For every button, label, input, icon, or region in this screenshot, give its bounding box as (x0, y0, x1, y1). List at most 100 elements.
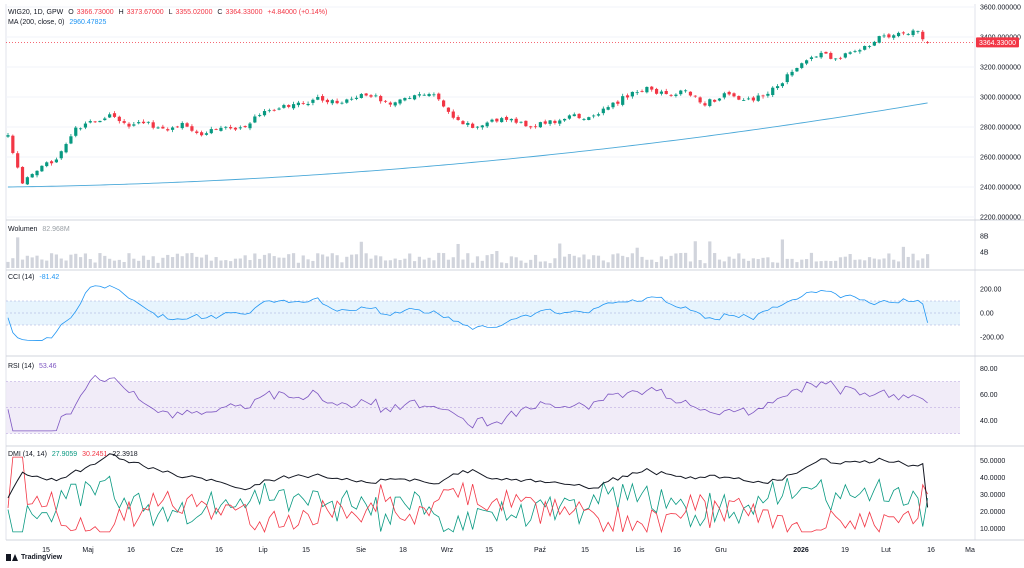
candle (814, 56, 818, 58)
volume-bar (529, 259, 533, 268)
candle-body (49, 161, 54, 164)
candle (916, 30, 920, 34)
volume-bar (6, 261, 10, 268)
volume-bar (25, 255, 29, 268)
candle (219, 125, 223, 132)
volume-bar (88, 258, 92, 268)
volume-bar (282, 257, 286, 268)
volume-bar (490, 254, 494, 268)
ma-label[interactable]: MA (200, close, 0) (8, 19, 65, 26)
tradingview-logo[interactable]: TradingView (6, 554, 62, 561)
candle (504, 115, 509, 123)
candle (282, 103, 286, 109)
candle-body (872, 41, 876, 46)
candle-body (432, 94, 436, 96)
volume-bar (558, 243, 562, 268)
candle-body (379, 96, 383, 102)
candle (330, 98, 334, 106)
candle (553, 119, 557, 125)
candle-body (316, 97, 320, 100)
candle-body (54, 159, 58, 163)
cci-legend: CCI (14) -81.42 (8, 273, 62, 282)
candle (204, 131, 209, 136)
dmi-axis-tick-label: 30.0000 (980, 492, 1005, 499)
candle-body (529, 126, 533, 128)
candle-body (321, 96, 325, 101)
candle-body (819, 52, 823, 58)
candle (650, 85, 654, 92)
candle (596, 112, 601, 117)
cci-label[interactable]: CCI (14) (8, 274, 35, 281)
volume-bar (209, 260, 213, 268)
candle-body (761, 95, 765, 97)
candle-body (238, 127, 242, 129)
candle (679, 89, 683, 96)
dmi-label[interactable]: DMI (14, 14) (8, 451, 47, 458)
candle-body (146, 121, 150, 123)
candle-body (359, 94, 363, 98)
candle-body (809, 57, 814, 59)
rsi-label[interactable]: RSI (14) (8, 363, 35, 370)
candle (751, 96, 755, 103)
candle-body (713, 99, 717, 102)
candle (200, 130, 204, 137)
candle-body (596, 114, 601, 116)
time-axis-label: Sie (356, 547, 366, 554)
candle (359, 93, 363, 99)
volume-bar (364, 253, 368, 268)
candle-body (843, 53, 847, 58)
symbol-label[interactable]: WIG20, 1D, GPW (8, 9, 64, 16)
volume-bar (814, 261, 818, 268)
candle-body (277, 108, 281, 110)
candle (141, 119, 146, 125)
candle-body (200, 132, 204, 136)
candle-body (548, 120, 552, 124)
volume-bar (325, 256, 330, 268)
candle (756, 93, 760, 102)
candle-body (175, 126, 179, 128)
candle-body (141, 121, 146, 124)
candle-body (364, 93, 368, 96)
volume-label[interactable]: Wolumen (8, 226, 38, 233)
rsi-line (7, 374, 928, 432)
candle (771, 86, 775, 98)
candle (853, 49, 857, 53)
volume-bar (834, 260, 838, 268)
candle (800, 62, 804, 70)
candle (354, 95, 359, 101)
candle (737, 95, 741, 101)
volume-bar (432, 260, 436, 268)
volume-bar (306, 259, 310, 268)
time-axis-label: 15 (302, 547, 310, 554)
candle-body (635, 92, 639, 94)
volume-bar (49, 253, 54, 268)
candle-body (751, 97, 755, 101)
volume-bar (412, 261, 417, 268)
volume-bar (926, 254, 930, 268)
candle (170, 126, 175, 133)
volume-bar (819, 261, 823, 268)
volume-bar (219, 260, 223, 268)
candle-body (906, 34, 910, 36)
candle-body (301, 103, 305, 104)
candle (238, 125, 242, 130)
candle (229, 124, 233, 130)
candle (388, 101, 392, 107)
candle-body (442, 100, 446, 107)
candle-body (417, 94, 421, 96)
candle (233, 127, 238, 132)
time-axis-label: Paź (534, 547, 547, 554)
candle-body (805, 60, 809, 64)
candle-body (543, 121, 547, 124)
candle-body (645, 86, 649, 93)
tradingview-logo-icon (6, 554, 18, 561)
candle-body (219, 127, 223, 131)
candle (834, 58, 838, 62)
candle-body (451, 111, 455, 118)
candle-body (35, 170, 39, 176)
candle (127, 122, 131, 129)
dmi-axis-tick-label: 40.0000 (980, 475, 1005, 482)
candle (882, 33, 886, 39)
dmi-axis-tick-label: 50.0000 (980, 458, 1005, 465)
